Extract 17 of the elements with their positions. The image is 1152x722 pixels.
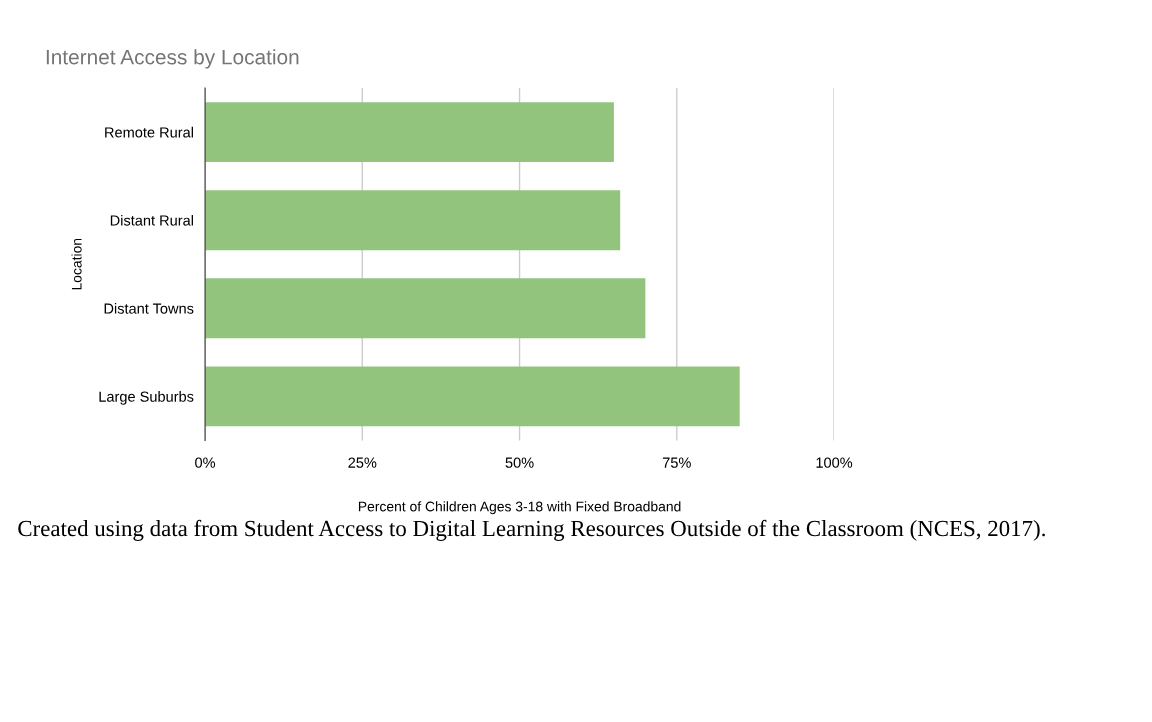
x-tick-label: 50%	[505, 457, 534, 468]
y-tick-label: Remote Rural	[105, 126, 193, 138]
y-tick-label: Distant Rural	[110, 214, 193, 226]
y-tick-label: Distant Towns	[104, 303, 194, 314]
bar	[205, 366, 740, 427]
x-tick-label: 100%	[816, 457, 853, 468]
x-axis-title: Percent of Children Ages 3-18 with Fixed Broadband	[358, 501, 681, 515]
x-tick-label: 75%	[662, 457, 691, 468]
y-tick-label: Large Suburbs	[99, 391, 194, 405]
y-axis-title: Location	[71, 238, 82, 290]
text: Created using data from Student Access to Digital Learning Resources Outside of the Classroom (NCES, 2017).	[18, 519, 1045, 541]
bar	[205, 102, 614, 163]
bar	[205, 190, 621, 251]
bar	[205, 278, 646, 339]
x-tick-label: 25%	[348, 457, 377, 468]
chart-title: Internet Access by Location	[46, 49, 299, 69]
x-tick-label: 0%	[195, 457, 216, 468]
